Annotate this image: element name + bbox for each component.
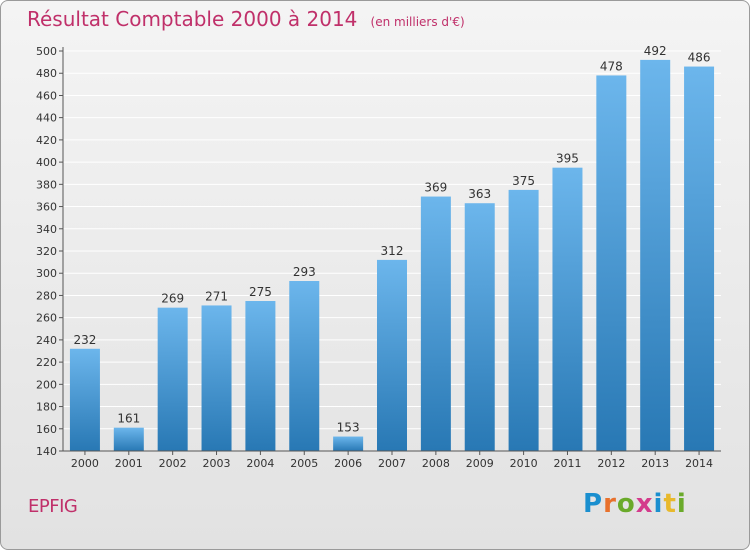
y-tick-label: 200 (36, 378, 57, 391)
bar-2003 (201, 305, 232, 451)
value-label: 478 (600, 59, 623, 73)
y-tick-label: 160 (36, 423, 57, 436)
y-tick-label: 320 (36, 245, 57, 258)
logo-letter: x (635, 489, 654, 519)
x-tick-label: 2005 (290, 457, 318, 470)
x-tick-label: 2010 (510, 457, 538, 470)
y-tick-label: 180 (36, 401, 57, 414)
value-label: 375 (512, 174, 535, 188)
logo-letter: P (583, 489, 604, 519)
proxiti-logo: Proxiti (583, 489, 687, 519)
value-label: 293 (293, 265, 316, 279)
y-tick-label: 460 (36, 89, 57, 102)
x-tick-label: 2002 (159, 457, 187, 470)
x-tick-label: 2009 (466, 457, 494, 470)
logo-letter: r (603, 489, 617, 519)
x-tick-label: 2014 (685, 457, 713, 470)
value-label: 232 (73, 333, 96, 347)
y-tick-label: 220 (36, 356, 57, 369)
bar-2013 (640, 59, 671, 452)
bar-2002 (157, 307, 188, 451)
bar-2007 (377, 259, 407, 451)
value-label: 395 (556, 152, 579, 166)
bar-2009 (464, 203, 495, 451)
bar-2001 (113, 427, 144, 451)
x-tick-label: 2004 (246, 457, 274, 470)
y-tick-label: 240 (36, 334, 57, 347)
chart-unit: (en milliers d'€) (370, 15, 465, 29)
y-tick-label: 280 (36, 289, 57, 302)
bar-2000 (69, 348, 100, 451)
value-label: 369 (424, 181, 447, 195)
value-label: 275 (249, 285, 272, 299)
y-tick-label: 420 (36, 134, 57, 147)
commune-name: EPFIG (28, 496, 78, 517)
x-tick-label: 2006 (334, 457, 362, 470)
x-tick-label: 2013 (641, 457, 669, 470)
bar-2004 (245, 301, 276, 451)
bar-2006 (333, 436, 364, 451)
y-tick-label: 260 (36, 312, 57, 325)
bar-2008 (420, 196, 451, 451)
y-tick-label: 300 (36, 267, 57, 280)
y-tick-label: 140 (36, 445, 57, 458)
bar-2014 (684, 66, 715, 452)
logo-letter: o (616, 489, 636, 519)
x-tick-label: 2007 (378, 457, 406, 470)
value-label: 492 (644, 44, 667, 58)
value-label: 312 (381, 244, 404, 258)
bar-2011 (552, 167, 583, 451)
y-tick-label: 400 (36, 156, 57, 169)
y-tick-label: 480 (36, 67, 57, 80)
y-tick-label: 340 (36, 223, 57, 236)
y-tick-label: 380 (36, 178, 57, 191)
value-labels: 232 161 269 271 275 293 153 312 369 363 375 395 478 4… (73, 44, 710, 435)
y-tick-label: 440 (36, 112, 57, 125)
x-tick-label: 2001 (115, 457, 143, 470)
x-tick-label: 2008 (422, 457, 450, 470)
bars (69, 59, 715, 452)
x-tick-label: 2012 (597, 457, 625, 470)
value-label: 161 (117, 412, 140, 426)
value-label: 486 (688, 51, 711, 65)
bar-2005 (289, 281, 320, 451)
bar-2010 (508, 189, 539, 451)
bar-2012 (596, 75, 627, 451)
x-tick-label: 2003 (203, 457, 231, 470)
y-tick-label: 500 (36, 45, 57, 58)
value-label: 269 (161, 292, 184, 306)
logo-letter: i (653, 489, 664, 519)
logo-letter: t (663, 489, 677, 519)
chart-title: Résultat Comptable 2000 à 2014 (27, 7, 358, 31)
value-label: 271 (205, 289, 228, 303)
logo-letter: i (676, 489, 687, 519)
value-label: 153 (337, 421, 360, 435)
chart-title-block: Résultat Comptable 2000 à 2014 (en milli… (27, 7, 465, 31)
y-tick-label: 360 (36, 201, 57, 214)
x-tick-label: 2000 (71, 457, 99, 470)
axes: 140 160 180 200 220 240 260 280 300 320 340 360 380 4… (36, 45, 721, 470)
x-tick-label: 2011 (553, 457, 581, 470)
value-label: 363 (468, 187, 491, 201)
